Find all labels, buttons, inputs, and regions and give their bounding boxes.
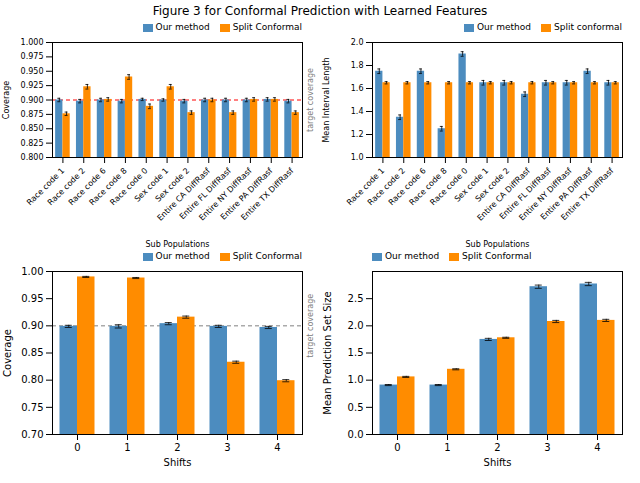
svg-text:Mean Prediction Set Size: Mean Prediction Set Size [322, 291, 333, 414]
svg-text:Race code 0: Race code 0 [108, 166, 150, 208]
svg-text:1.6: 1.6 [351, 84, 364, 93]
svg-text:Entire NY DiffRasf: Entire NY DiffRasf [517, 166, 574, 223]
svg-text:Sex code 2: Sex code 2 [153, 166, 192, 204]
svg-text:target coverage: target coverage [306, 68, 315, 132]
svg-text:Entire CA DiffRasf: Entire CA DiffRasf [155, 166, 212, 223]
svg-text:1.2: 1.2 [351, 130, 364, 139]
svg-text:Entire PA DiffRasf: Entire PA DiffRasf [538, 166, 595, 222]
svg-text:2.5: 2.5 [348, 293, 364, 304]
svg-text:0.90: 0.90 [21, 320, 43, 331]
svg-text:0.0: 0.0 [348, 429, 364, 440]
svg-text:target coverage: target coverage [306, 294, 315, 358]
svg-text:1.0: 1.0 [348, 374, 364, 385]
html-text:Our method: Our method [155, 251, 210, 261]
svg-text:1.8: 1.8 [351, 61, 364, 70]
svg-text:0.75: 0.75 [21, 402, 43, 413]
svg-text:1.000: 1.000 [21, 38, 44, 47]
svg-text:0.825: 0.825 [21, 139, 44, 148]
svg-text:0.950: 0.950 [21, 67, 44, 76]
html-text:Our method: Our method [155, 22, 210, 32]
svg-text:1: 1 [444, 442, 450, 453]
svg-text:Sub Populations: Sub Populations [466, 240, 530, 249]
html-text:Our method: Our method [476, 22, 531, 32]
html-text:Split Conformal: Split Conformal [232, 251, 302, 261]
svg-text:4: 4 [594, 442, 600, 453]
svg-text:4: 4 [274, 442, 280, 453]
svg-text:Entire PA DiffRasf: Entire PA DiffRasf [218, 166, 275, 222]
svg-text:Race code 8: Race code 8 [407, 166, 449, 208]
svg-text:0: 0 [394, 442, 400, 453]
svg-text:3: 3 [224, 442, 230, 453]
svg-text:Race code 2: Race code 2 [45, 166, 87, 208]
svg-text:0.5: 0.5 [348, 402, 364, 413]
svg-text:0.875: 0.875 [21, 110, 44, 119]
svg-text:Race code 6: Race code 6 [386, 166, 428, 208]
svg-text:2: 2 [174, 442, 180, 453]
svg-text:1.4: 1.4 [351, 107, 364, 116]
svg-text:Entire FL DiffRasf: Entire FL DiffRasf [497, 166, 553, 222]
html-text:Split Conformal: Split Conformal [462, 251, 532, 261]
svg-text:2: 2 [494, 442, 500, 453]
svg-text:1.00: 1.00 [21, 266, 43, 277]
svg-text:Mean Interval Length: Mean Interval Length [322, 57, 331, 142]
svg-text:0.975: 0.975 [21, 52, 44, 61]
svg-text:0.95: 0.95 [21, 293, 43, 304]
svg-text:0.925: 0.925 [21, 81, 44, 90]
svg-text:Entire TX DiffRasf: Entire TX DiffRasf [239, 166, 295, 222]
svg-text:Entire CA DiffRasf: Entire CA DiffRasf [475, 166, 532, 223]
svg-text:Race code 8: Race code 8 [87, 166, 129, 208]
svg-text:2.0: 2.0 [351, 38, 364, 47]
svg-text:0.80: 0.80 [21, 374, 43, 385]
svg-text:Race code 1: Race code 1 [345, 166, 387, 208]
html-text:Split conformal: Split conformal [554, 22, 622, 32]
svg-text:Race code 1: Race code 1 [25, 166, 67, 208]
svg-text:Shifts: Shifts [164, 457, 192, 468]
svg-text:Sex code 2: Sex code 2 [473, 166, 512, 204]
svg-text:0.850: 0.850 [21, 124, 44, 133]
svg-text:0.85: 0.85 [21, 347, 43, 358]
svg-text:Entire NY DiffRasf: Entire NY DiffRasf [197, 166, 254, 223]
svg-text:2.0: 2.0 [348, 320, 364, 331]
svg-text:Entire TX DiffRasf: Entire TX DiffRasf [559, 166, 615, 222]
html-text:Our method: Our method [385, 251, 440, 261]
svg-text:Coverage: Coverage [2, 81, 11, 119]
svg-text:Entire FL DiffRasf: Entire FL DiffRasf [177, 166, 233, 222]
svg-text:0.900: 0.900 [21, 96, 44, 105]
svg-text:0.800: 0.800 [21, 153, 44, 162]
html-text:Figure 3 for Conformal Predict: Figure 3 for Conformal Prediction with L… [152, 4, 488, 18]
svg-text:0: 0 [74, 442, 80, 453]
svg-text:1.0: 1.0 [351, 153, 364, 162]
svg-text:3: 3 [544, 442, 550, 453]
html-text:Split Conformal: Split Conformal [232, 22, 302, 32]
svg-text:Coverage: Coverage [2, 329, 13, 377]
svg-text:Sex code 1: Sex code 1 [132, 166, 171, 204]
svg-text:Sub Populations: Sub Populations [146, 240, 210, 249]
svg-text:Race code 0: Race code 0 [428, 166, 470, 208]
svg-text:Race code 2: Race code 2 [365, 166, 407, 208]
svg-text:1: 1 [124, 442, 130, 453]
svg-text:0.70: 0.70 [21, 429, 43, 440]
svg-text:Shifts: Shifts [484, 457, 512, 468]
svg-text:Sex code 1: Sex code 1 [452, 166, 491, 204]
svg-text:Race code 6: Race code 6 [66, 166, 108, 208]
svg-text:1.5: 1.5 [348, 347, 364, 358]
